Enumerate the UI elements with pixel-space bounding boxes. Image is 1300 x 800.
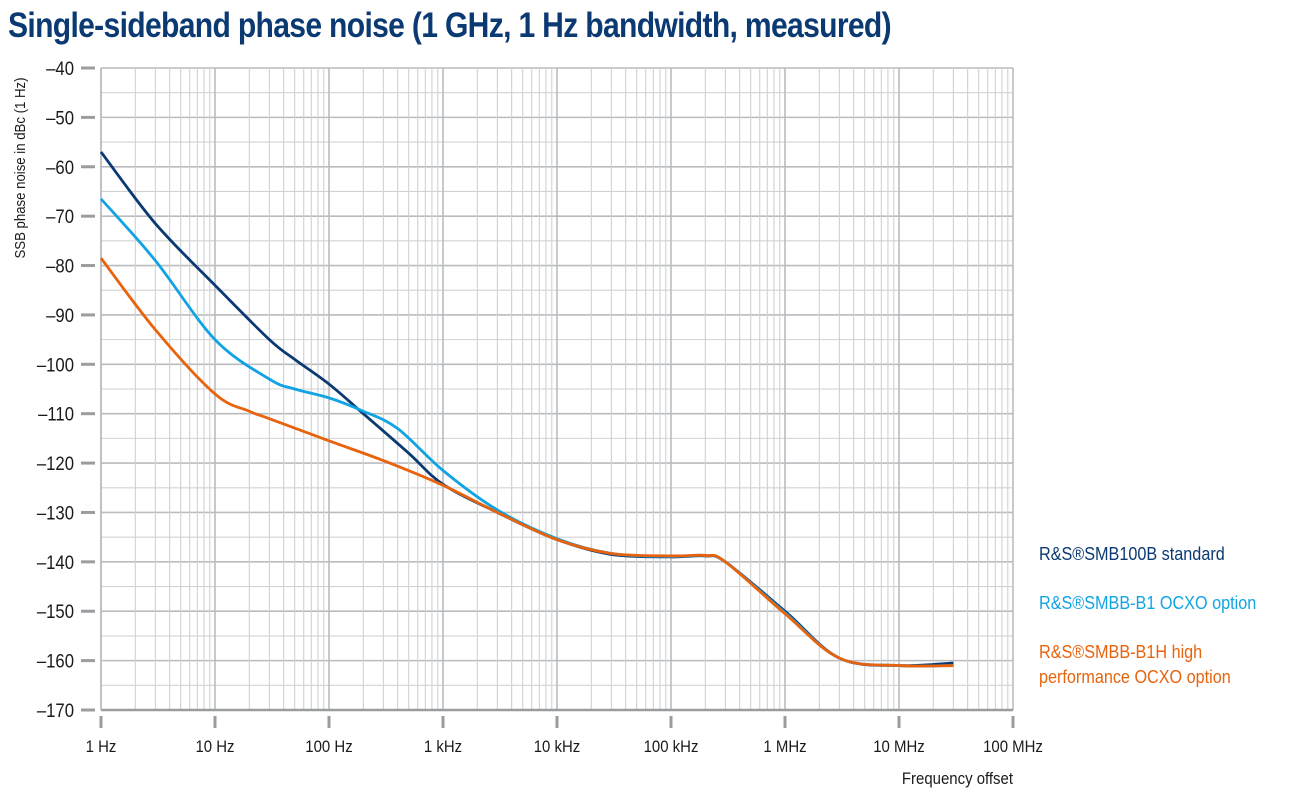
y-tick-label: –160 — [37, 651, 74, 672]
series-line-high-perf-ocxo — [99, 257, 954, 668]
x-tick-label: 1 MHz — [763, 738, 806, 756]
x-tick-label: 100 kHz — [644, 738, 699, 756]
x-tick-label: 100 Hz — [305, 738, 352, 756]
y-tick-label: –130 — [37, 502, 74, 523]
x-tick-label: 10 MHz — [873, 738, 925, 756]
y-tick-label: –100 — [37, 354, 74, 375]
x-axis-label: Frequency offset — [902, 770, 1014, 788]
x-tick-label: 1 kHz — [424, 738, 462, 756]
legend-line-2: performance OCXO option — [1039, 667, 1231, 687]
y-tick-label: –120 — [37, 453, 74, 474]
y-tick-label: –50 — [46, 107, 74, 128]
x-tick-label: 100 MHz — [983, 738, 1043, 756]
chart-title: Single-sideband phase noise (1 GHz, 1 Hz… — [8, 6, 892, 45]
legend-item-high-perf-ocxo: R&S®SMBB-B1H high performance OCXO optio… — [1039, 640, 1231, 690]
y-tick-label: –150 — [37, 601, 74, 622]
legend-item-standard: R&S®SMB100B standard — [1039, 544, 1225, 564]
y-tick-label: –70 — [46, 206, 74, 227]
x-tick-label: 1 Hz — [86, 738, 117, 756]
y-tick-label: –110 — [38, 404, 74, 425]
x-tick-label: 10 kHz — [534, 738, 581, 756]
legend-item-ocxo: R&S®SMBB-B1 OCXO option — [1039, 593, 1257, 613]
y-tick-label: –170 — [37, 700, 74, 721]
y-tick-label: –80 — [46, 256, 74, 277]
series-line-ocxo — [99, 197, 954, 668]
y-tick-label: –90 — [46, 305, 74, 326]
x-tick-label: 10 Hz — [195, 738, 234, 756]
y-tick-label: –140 — [37, 552, 74, 573]
y-tick-label: –60 — [46, 157, 74, 178]
y-axis-label: SSB phase noise in dBc (1 Hz) — [11, 78, 28, 259]
y-tick-label: –40 — [46, 58, 74, 79]
legend-line-1: R&S®SMBB-B1H high — [1039, 642, 1203, 662]
series-line-standard — [99, 151, 954, 668]
